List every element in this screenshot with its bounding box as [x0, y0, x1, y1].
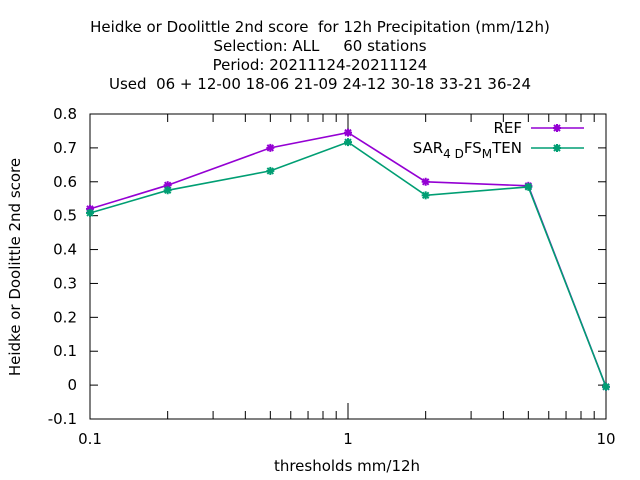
legend-label-part: 4 D — [443, 147, 464, 161]
y-tick-label: -0.1 — [48, 410, 77, 428]
legend-label-part: SAR — [413, 139, 443, 157]
marker-d2 — [421, 178, 430, 186]
chart-title: Heidke or Doolittle 2nd score for 12h Pr… — [90, 18, 550, 36]
data-point-1-5 — [524, 182, 533, 191]
y-tick-label: 0.8 — [53, 105, 77, 123]
marker-d2 — [553, 144, 561, 152]
legend-label-0: REF — [493, 119, 522, 137]
marker-d2 — [86, 209, 94, 217]
data-point-1-1 — [163, 186, 172, 195]
y-tick-label: 0.5 — [53, 207, 77, 225]
legend-marker-0 — [553, 124, 561, 132]
legend-label-part: TEN — [491, 139, 522, 157]
series-line-1 — [89, 141, 607, 388]
y-tick-label: 0.7 — [53, 139, 77, 157]
plot-frame — [89, 113, 607, 420]
data-point-1-0 — [86, 208, 94, 217]
legend-label-part: M — [482, 147, 492, 161]
marker-d2 — [553, 124, 561, 132]
x-axis-title: thresholds mm/12h — [274, 457, 420, 475]
marker-d2 — [602, 383, 610, 391]
marker-d2 — [524, 183, 533, 191]
data-point-0-2 — [266, 143, 275, 152]
marker-d2 — [266, 167, 275, 175]
y-tick-label: 0.4 — [53, 241, 77, 259]
chart-subtitle-used: Used 06 + 12-00 18-06 21-09 24-12 30-18 … — [109, 75, 531, 93]
y-axis-title: Heidke or Doolittle 2nd score — [6, 158, 24, 376]
marker-d2 — [344, 138, 352, 146]
data-point-0-4 — [421, 177, 430, 186]
legend-marker-1 — [553, 144, 561, 152]
legend-label-part: FS — [464, 139, 482, 157]
y-tick-label: 0.1 — [53, 342, 77, 360]
y-tick-label: 0 — [67, 376, 77, 394]
marker-d2 — [421, 191, 430, 200]
data-point-1-6 — [602, 382, 610, 391]
x-tick-label: 0.1 — [78, 430, 102, 448]
data-point-1-2 — [266, 166, 275, 175]
legend-label-1: SAR4 DFSMTEN — [413, 139, 522, 161]
marker-d2 — [266, 144, 275, 152]
y-tick-label: 0.6 — [53, 173, 77, 191]
data-point-1-3 — [344, 138, 352, 147]
series-line-0 — [89, 131, 607, 388]
data-point-1-4 — [421, 191, 430, 200]
x-tick-label: 10 — [596, 430, 615, 448]
marker-d2 — [344, 128, 352, 137]
chart-subtitle-period: Period: 20211124-20211124 — [212, 56, 428, 74]
x-tick-label: 1 — [343, 430, 353, 448]
y-tick-label: 0.2 — [53, 308, 77, 326]
marker-d2 — [163, 186, 172, 194]
y-tick-label: 0.3 — [53, 274, 77, 292]
data-point-0-3 — [344, 128, 352, 137]
chart-subtitle-selection: Selection: ALL 60 stations — [213, 37, 427, 55]
